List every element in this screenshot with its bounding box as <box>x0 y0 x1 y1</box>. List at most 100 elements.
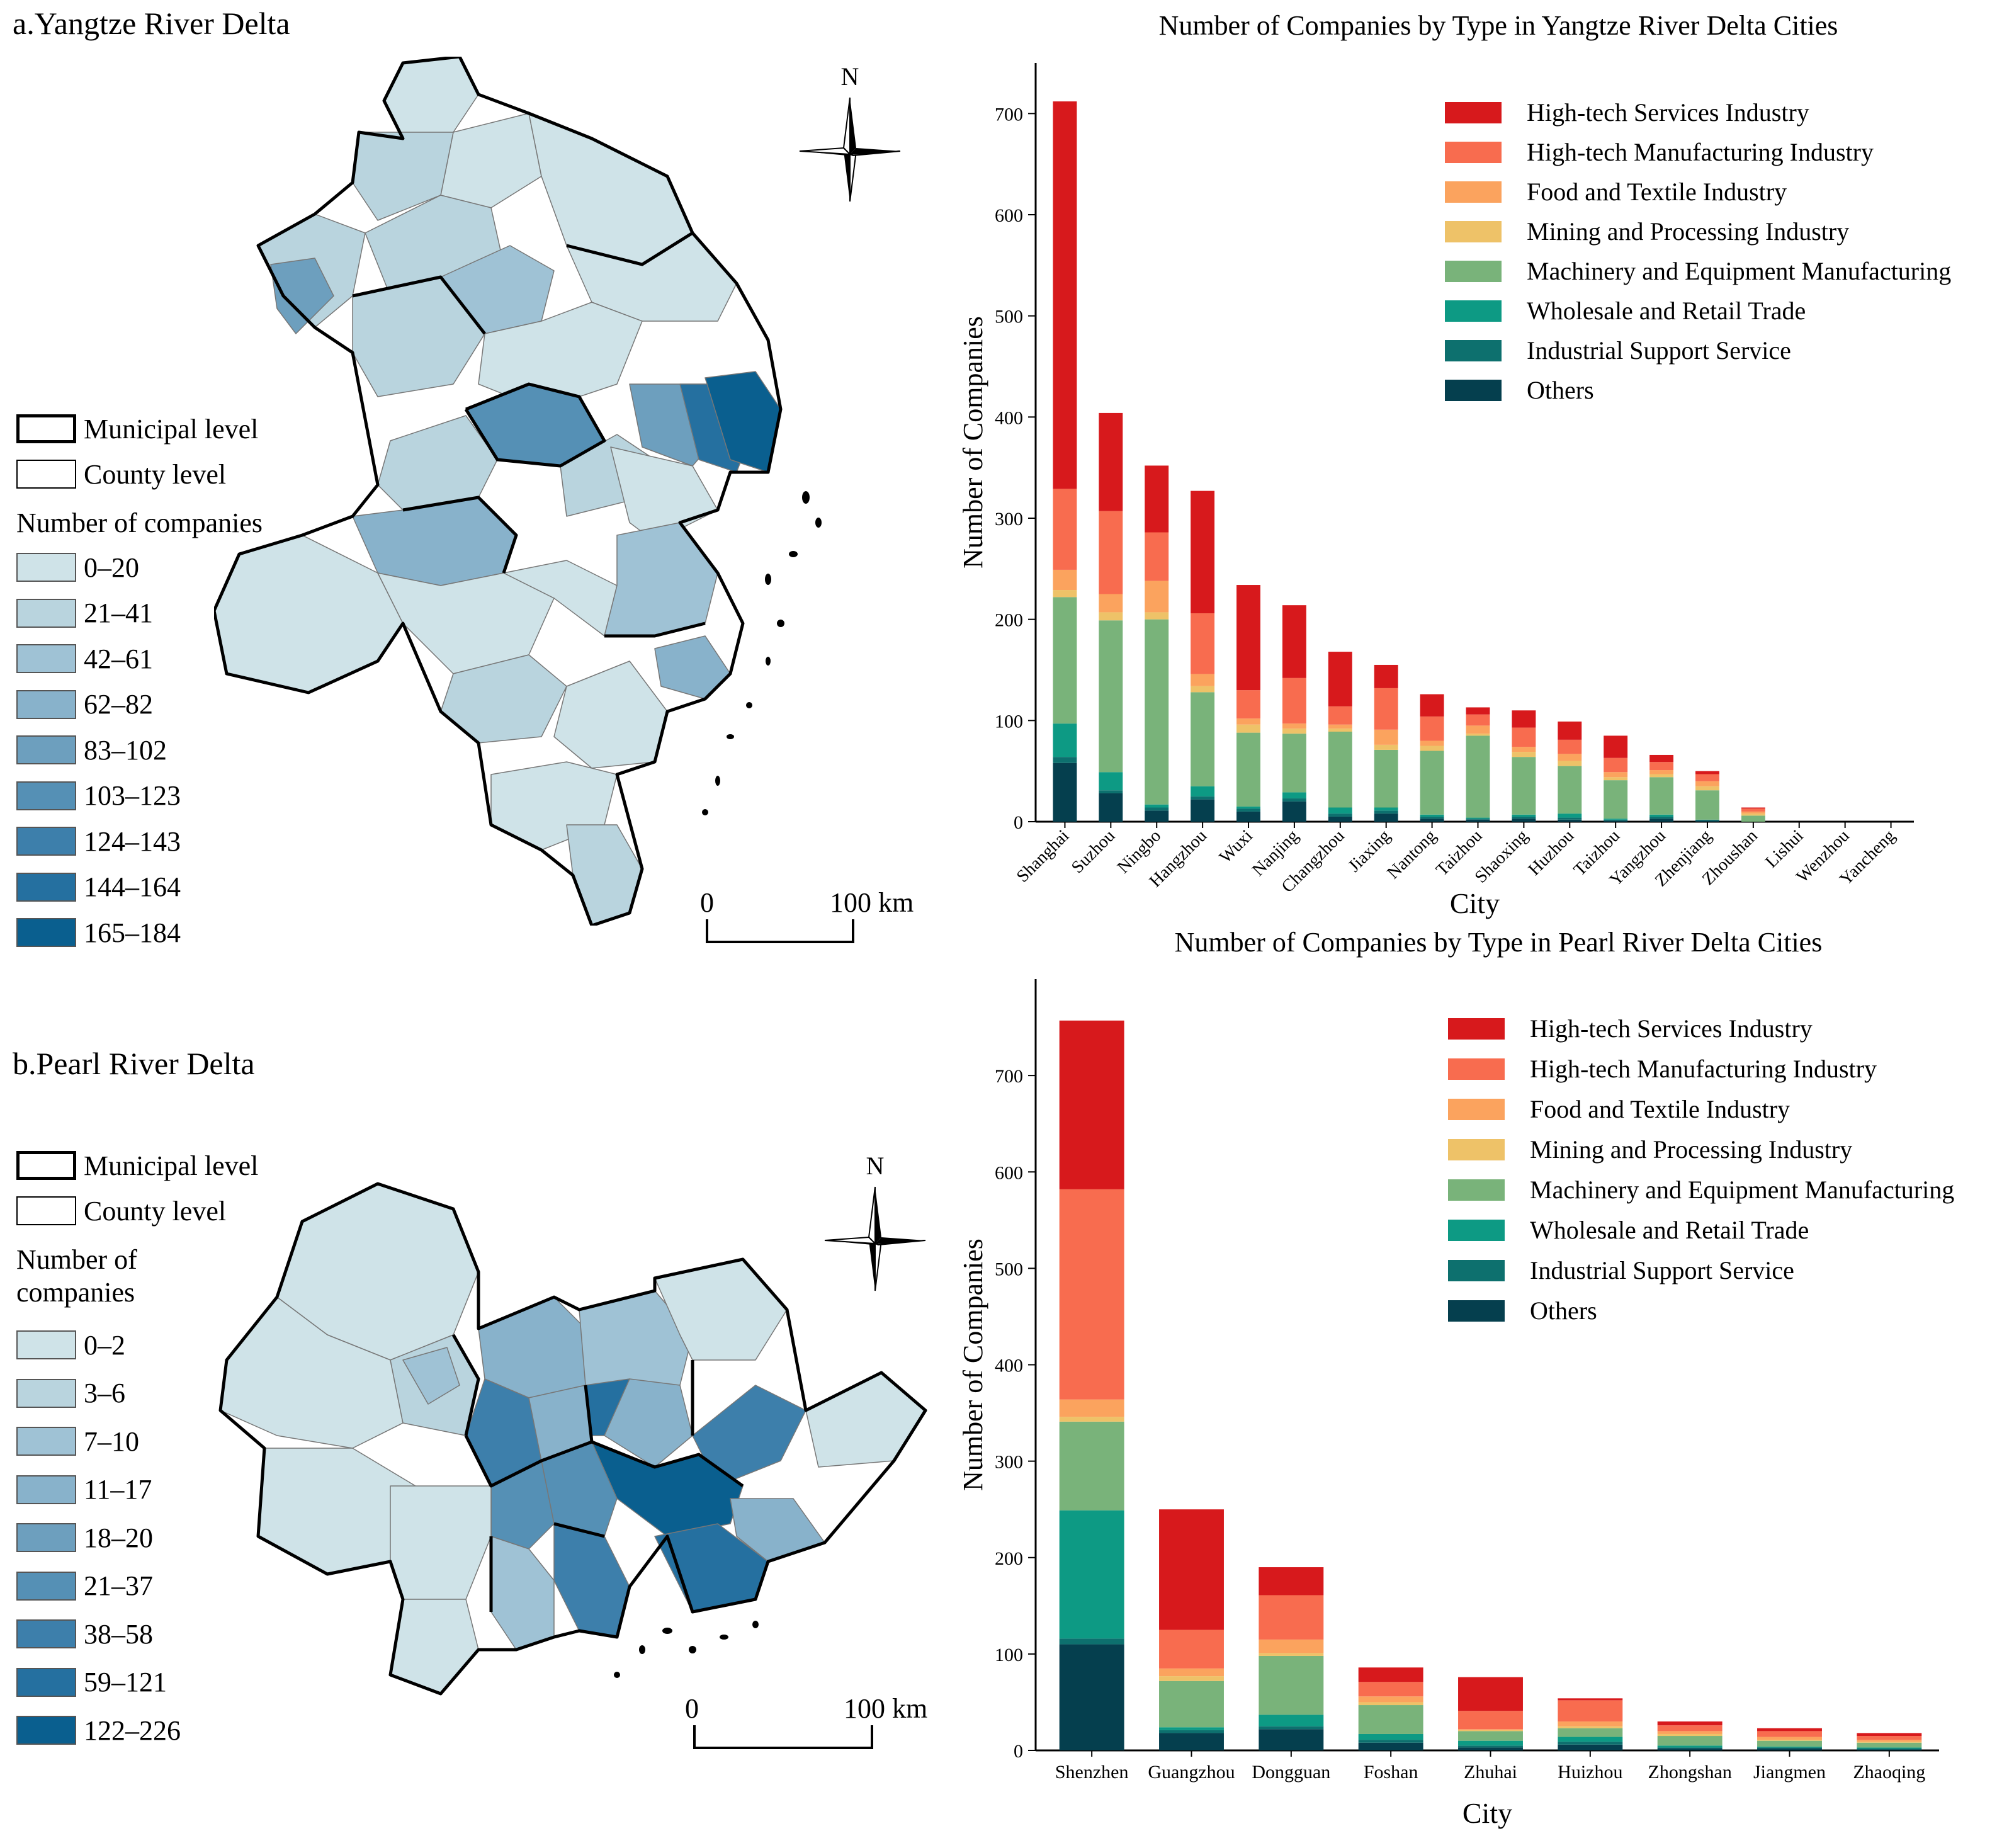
municipal-outline <box>451 1334 480 1436</box>
bar-segment <box>1558 1742 1623 1745</box>
bar-segment <box>1236 585 1260 691</box>
legend-swatch <box>1448 1300 1505 1322</box>
bar-segment <box>1512 727 1536 747</box>
bar-segment <box>1059 1510 1124 1639</box>
north-label: N <box>841 62 859 91</box>
bar-segment <box>1512 819 1536 822</box>
bar-segment <box>1458 1711 1523 1730</box>
bar-segment <box>1657 1721 1723 1726</box>
bar-segment <box>1512 757 1536 815</box>
bar-segment <box>1466 819 1490 822</box>
bar-segment <box>1604 819 1628 821</box>
legend-label: High-tech Manufacturing Industry <box>1527 138 1874 166</box>
map-region <box>478 302 643 410</box>
x-tick-label: Nantong <box>1383 826 1440 883</box>
bar-segment <box>1159 1676 1224 1681</box>
legend-title-line2: companies <box>16 1277 135 1308</box>
bar-segment <box>1558 761 1582 766</box>
legend-class-label: 83–102 <box>84 734 167 766</box>
y-tick-label: 200 <box>995 1548 1023 1569</box>
legend-class-item: 62–82 <box>16 688 153 721</box>
bar-segment <box>1466 707 1490 715</box>
bar-segment <box>1053 569 1077 591</box>
legend-label: Food and Textile Industry <box>1530 1095 1790 1123</box>
legend-label: High-tech Manufacturing Industry <box>1530 1055 1877 1083</box>
legend-class-swatch <box>16 1716 76 1745</box>
legend-class-label: 42–61 <box>84 643 153 674</box>
legend-label: Wholesale and Retail Trade <box>1530 1216 1809 1244</box>
scale-bar <box>706 919 854 943</box>
municipal-swatch <box>16 1151 76 1180</box>
bar-segment <box>1657 1745 1723 1748</box>
map-b-legend: Municipal level County level Number of c… <box>16 1149 312 1754</box>
legend-label: High-tech Services Industry <box>1530 1014 1813 1043</box>
bar-segment <box>1657 1736 1723 1746</box>
bar-segment <box>1757 1748 1822 1750</box>
bar-segment <box>1374 729 1398 745</box>
bar-segment <box>1857 1748 1922 1750</box>
bar-segment <box>1059 1417 1124 1422</box>
county-swatch <box>16 1196 76 1225</box>
bar-segment <box>1558 754 1582 761</box>
bar-segment <box>1741 813 1765 816</box>
bar-segment <box>1236 808 1260 812</box>
legend-label: Mining and Processing Industry <box>1530 1135 1852 1164</box>
bar-segment <box>1512 814 1536 817</box>
map-region <box>490 1536 555 1650</box>
legend-label: Others <box>1527 376 1594 404</box>
bar-segment <box>1857 1742 1922 1743</box>
bar-segment <box>1059 1020 1124 1189</box>
bar-segment <box>1857 1733 1922 1737</box>
legend-class-item: 83–102 <box>16 734 167 766</box>
bar-segment <box>1558 813 1582 818</box>
y-tick-label: 600 <box>995 205 1023 226</box>
bar-segment <box>1328 724 1352 729</box>
bar-segment <box>1466 735 1490 818</box>
x-axis-label: City <box>1450 887 1500 919</box>
legend-class-swatch <box>16 918 76 947</box>
bar-segment <box>1259 1567 1324 1596</box>
municipal-outline <box>584 1385 594 1443</box>
bar-segment <box>1420 740 1444 746</box>
bar-segment <box>1857 1749 1922 1750</box>
legend-title: Number of <box>16 1244 137 1275</box>
bar-segment <box>1282 798 1306 802</box>
y-tick-label: 500 <box>995 307 1023 327</box>
bar-segment <box>1328 706 1352 725</box>
bar-segment <box>1282 605 1306 678</box>
bar-segment <box>1053 101 1077 489</box>
bar-segment <box>1649 762 1674 771</box>
county-swatch <box>16 460 76 489</box>
bar-segment <box>1458 1677 1523 1711</box>
north-arrow-icon: N <box>799 62 901 202</box>
bar-segment <box>1695 819 1719 821</box>
bar-segment <box>1099 793 1123 822</box>
bar-segment <box>1695 820 1719 822</box>
bar-segment <box>1649 774 1674 778</box>
bar-segment <box>1099 620 1123 773</box>
map-a-legend: Municipal level County level Number of c… <box>16 412 312 967</box>
bar-segment <box>1358 1702 1423 1706</box>
pearl-map <box>218 1182 927 1696</box>
bar-segment <box>1328 652 1352 706</box>
bar-segment <box>1259 1715 1324 1726</box>
map-region <box>377 572 555 674</box>
legend-class-label: 124–143 <box>84 825 181 857</box>
legend-class-swatch <box>16 644 76 673</box>
legend-swatch <box>1445 142 1502 163</box>
bar-segment <box>1466 819 1490 820</box>
bar-segment <box>1420 816 1444 819</box>
legend-class-item: 42–61 <box>16 642 153 675</box>
bar-segment <box>1604 820 1628 822</box>
bar-segment <box>1159 1730 1224 1733</box>
bar-segment <box>1236 690 1260 719</box>
legend-class-swatch <box>16 735 76 764</box>
bar-segment <box>1512 710 1536 728</box>
legend-swatch <box>1445 181 1502 203</box>
bar-segment <box>1059 1399 1124 1417</box>
bar-segment <box>1358 1742 1423 1750</box>
bar-segment <box>1604 780 1628 819</box>
bar-segment <box>1159 1727 1224 1730</box>
x-tick-label: Huizhou <box>1558 1762 1622 1783</box>
legend-class-swatch <box>16 872 76 902</box>
